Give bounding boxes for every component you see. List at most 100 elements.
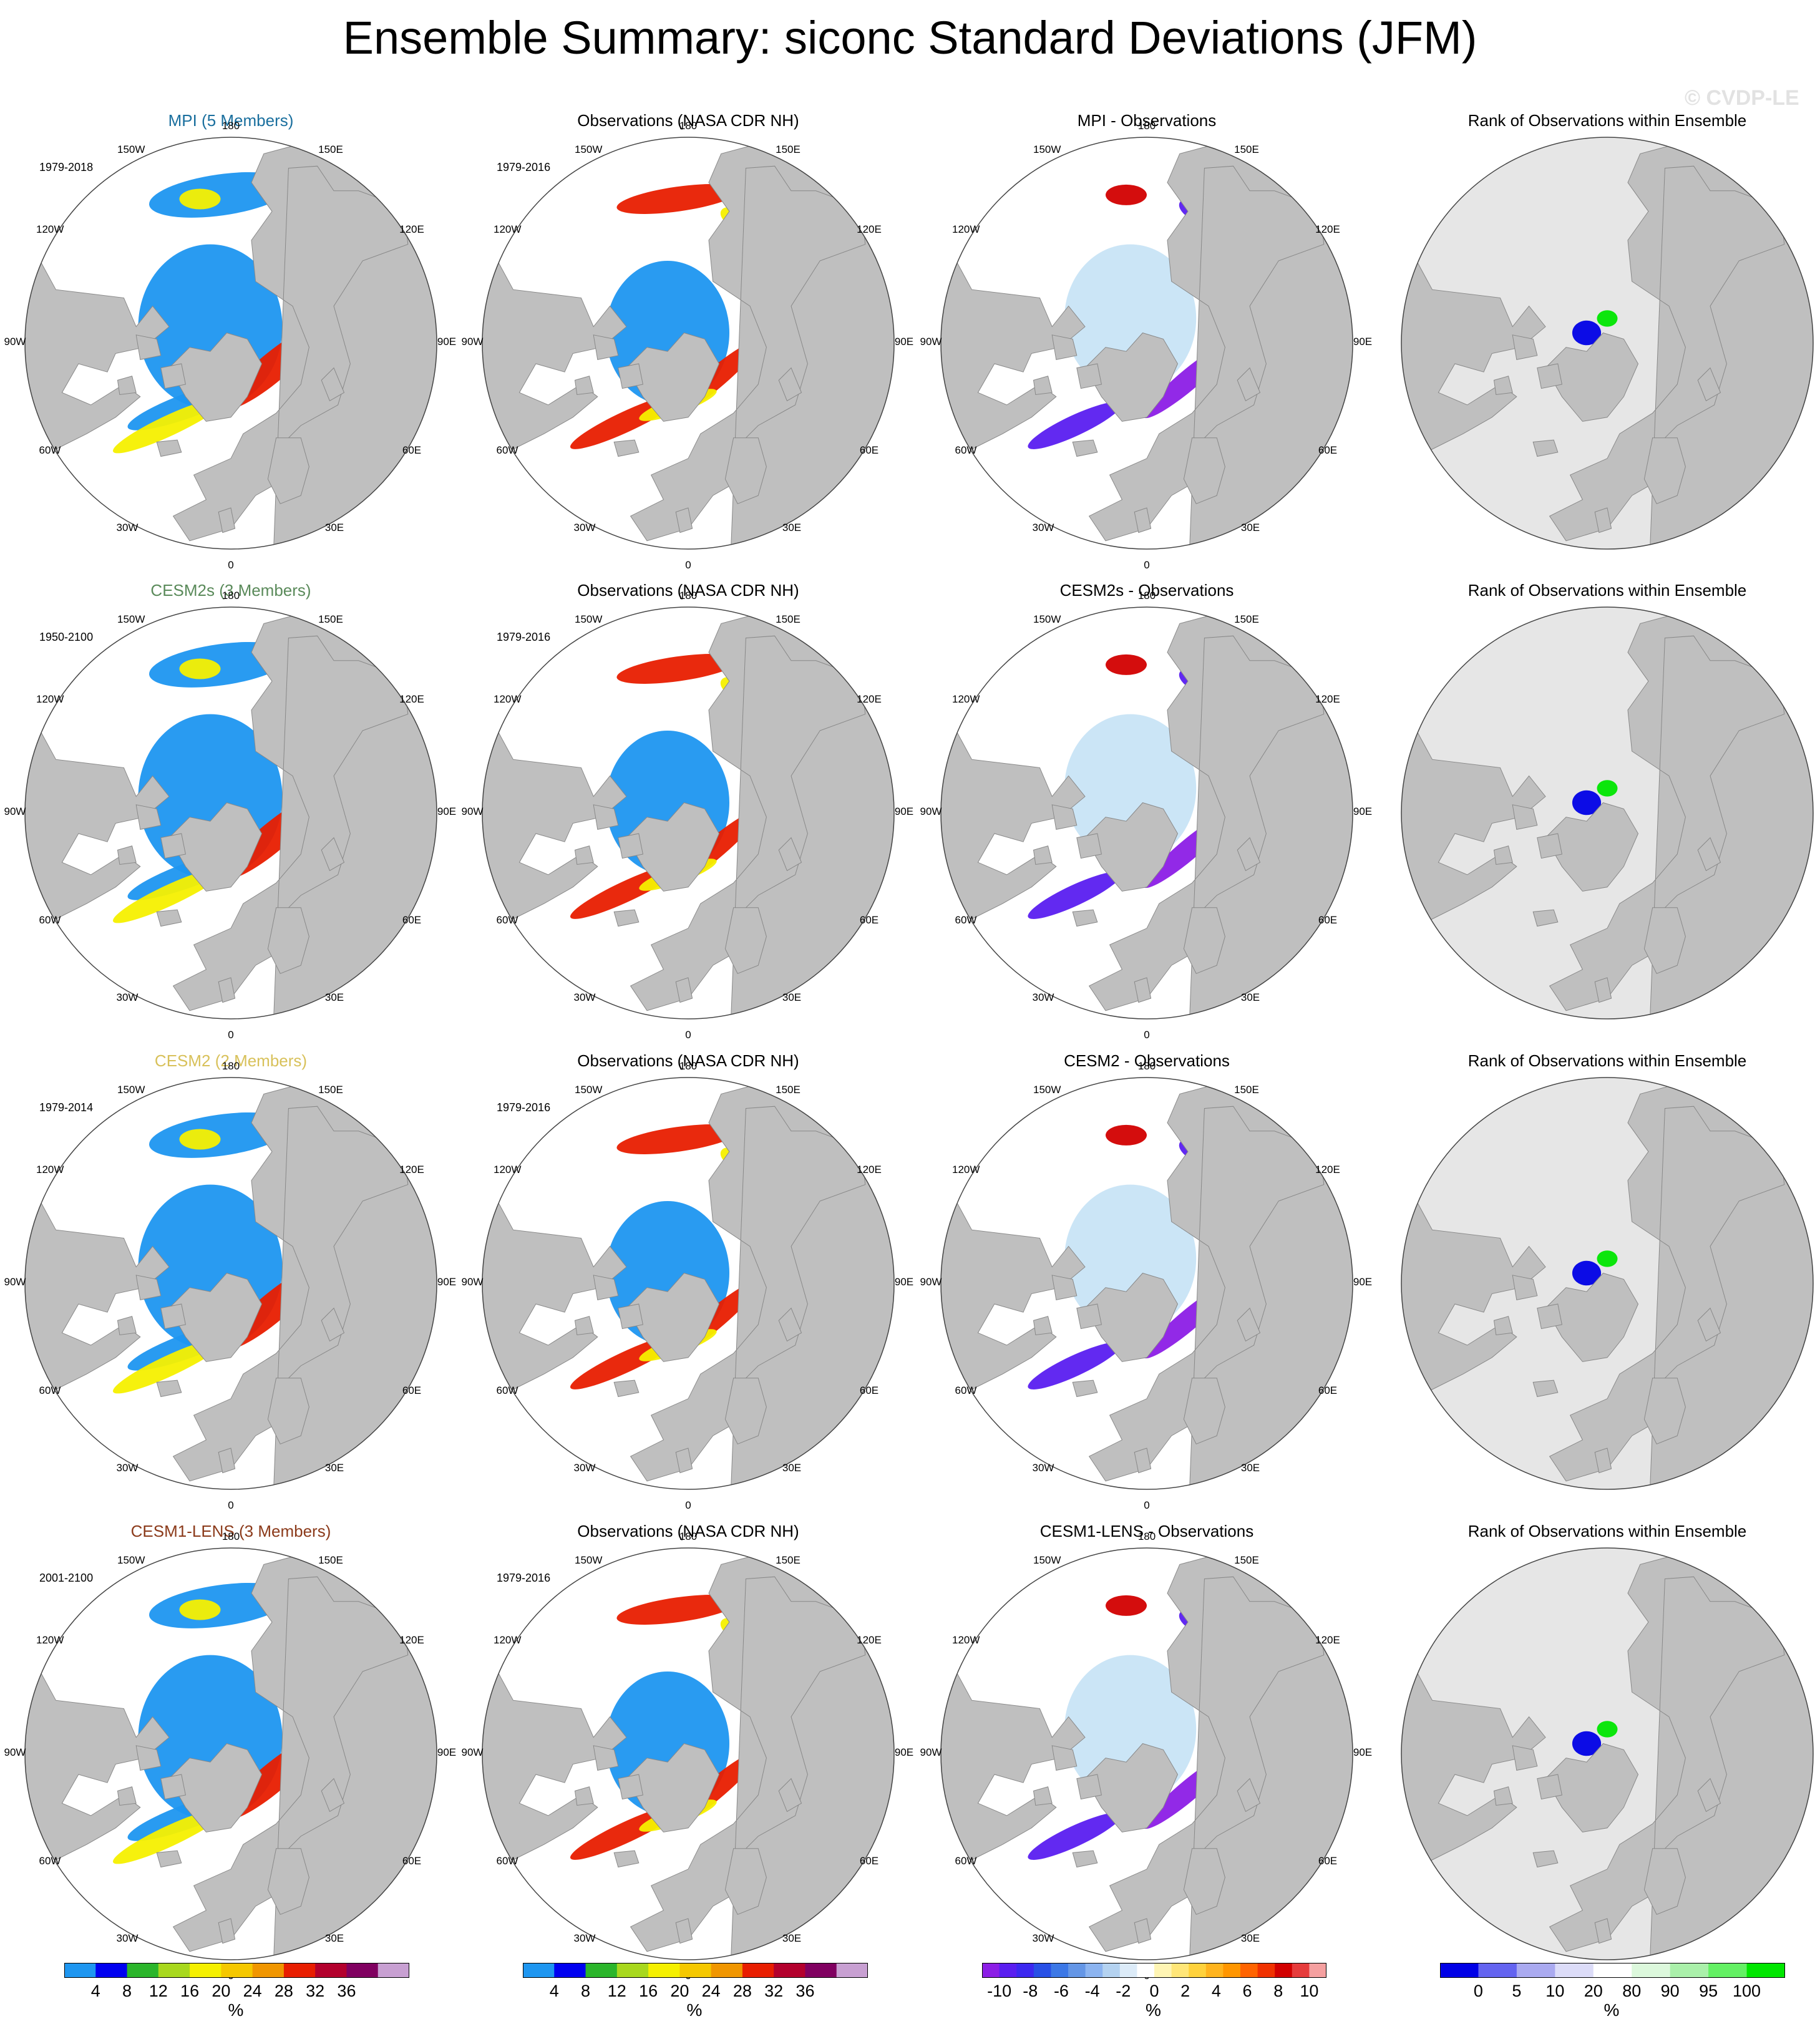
colorbar-swatch bbox=[1223, 1963, 1241, 1978]
longitude-label: 120E bbox=[399, 693, 424, 705]
longitude-label: 120W bbox=[952, 1164, 980, 1175]
colorbar-swatch bbox=[585, 1963, 618, 1978]
longitude-label: 180 bbox=[679, 120, 698, 132]
colorbar-tick-label: 8 bbox=[1273, 1982, 1283, 2000]
sea-ice-field bbox=[1597, 1721, 1618, 1738]
land-arch1 bbox=[593, 334, 619, 360]
panel-title-model: CESM2s (3 Members) bbox=[150, 581, 311, 600]
land-arch2 bbox=[618, 833, 643, 859]
land-arch1 bbox=[1051, 334, 1078, 360]
land-novaya bbox=[778, 1307, 802, 1342]
longitude-label: 60W bbox=[39, 1855, 61, 1867]
colorbar-swatch bbox=[158, 1963, 190, 1978]
longitude-label: 60E bbox=[859, 914, 879, 926]
colorbar-swatch bbox=[1440, 1963, 1479, 1978]
colorbar-stddev bbox=[64, 1963, 409, 1978]
longitude-label: 150W bbox=[575, 144, 603, 155]
colorbar-swatch bbox=[805, 1963, 837, 1978]
land-iceland bbox=[156, 909, 182, 927]
map-boundary bbox=[24, 606, 437, 1019]
colorbar-swatch bbox=[95, 1963, 128, 1978]
land-greenland bbox=[1545, 1272, 1639, 1362]
sea-ice-field bbox=[616, 1124, 739, 1154]
longitude-label: 120W bbox=[952, 223, 980, 235]
longitude-label: 150W bbox=[575, 613, 603, 625]
colorbar-swatch bbox=[616, 1963, 649, 1978]
longitude-label: 60E bbox=[402, 1384, 422, 1396]
land-novaya bbox=[321, 367, 345, 402]
land-novaya bbox=[1697, 367, 1721, 402]
longitude-label: 180 bbox=[1137, 120, 1156, 132]
longitude-label: 120E bbox=[857, 1634, 882, 1646]
colorbar-swatch bbox=[1051, 1963, 1069, 1978]
polar-map-model bbox=[24, 606, 437, 1019]
longitude-label: 150W bbox=[1033, 613, 1061, 625]
longitude-label: 180 bbox=[679, 1060, 698, 1072]
land-uk bbox=[1594, 977, 1612, 1003]
longitude-label: 90W bbox=[4, 1276, 26, 1288]
longitude-label: 0 bbox=[685, 559, 691, 571]
land-scandinavia bbox=[1183, 1378, 1225, 1445]
longitude-label: 90W bbox=[461, 336, 484, 348]
land-arch3 bbox=[117, 1316, 137, 1336]
map-boundary bbox=[482, 1547, 895, 1960]
longitude-label: 90W bbox=[461, 1746, 484, 1758]
sea-ice-field bbox=[113, 397, 225, 454]
colorbar-swatch bbox=[1137, 1963, 1155, 1978]
longitude-label: 90W bbox=[461, 1276, 484, 1288]
land-arch2 bbox=[1537, 363, 1562, 389]
panel-title-obs: Observations (NASA CDR NH) bbox=[577, 1051, 799, 1070]
colorbar-swatch bbox=[1309, 1963, 1326, 1978]
land-arch2 bbox=[618, 1303, 643, 1330]
land-arch2 bbox=[1537, 1774, 1562, 1800]
sea-ice-field bbox=[616, 1595, 739, 1625]
colorbar-tick-label: 10 bbox=[1300, 1982, 1319, 2000]
panel-title-diff: CESM2 - Observations bbox=[1064, 1051, 1230, 1070]
period-label: 1979-2016 bbox=[497, 631, 551, 643]
land-uk bbox=[675, 1448, 693, 1474]
longitude-label: 150W bbox=[117, 1084, 145, 1096]
land-uk bbox=[1134, 1918, 1152, 1944]
polar-map-rank bbox=[1401, 1547, 1814, 1960]
colorbar-swatch bbox=[1746, 1963, 1785, 1978]
land-greenland bbox=[1084, 332, 1179, 422]
colorbar-tick-label: 32 bbox=[764, 1982, 784, 2000]
longitude-label: 60W bbox=[955, 1855, 977, 1867]
colorbar-swatch bbox=[1593, 1963, 1632, 1978]
land-arch1 bbox=[593, 1745, 619, 1771]
longitude-label: 150E bbox=[318, 613, 343, 625]
longitude-label: 60E bbox=[1318, 1384, 1338, 1396]
panel-title-obs: Observations (NASA CDR NH) bbox=[577, 111, 799, 130]
land-novaya bbox=[1237, 367, 1261, 402]
longitude-label: 180 bbox=[679, 590, 698, 601]
longitude-label: 60E bbox=[402, 1855, 422, 1867]
longitude-label: 180 bbox=[221, 1060, 240, 1072]
polar-map-model bbox=[24, 137, 437, 550]
colorbar-swatch bbox=[554, 1963, 586, 1978]
colorbar-tick-label: 8 bbox=[122, 1982, 132, 2000]
land-iceland bbox=[1532, 1380, 1559, 1398]
land-novaya bbox=[1237, 1307, 1261, 1342]
colorbar-tick-label: -8 bbox=[1023, 1982, 1038, 2000]
colorbar-stddev bbox=[523, 1963, 868, 1978]
longitude-label: 120E bbox=[399, 1634, 424, 1646]
longitude-label: 0 bbox=[228, 1029, 234, 1041]
land-arch1 bbox=[593, 1275, 619, 1300]
colorbar-tick-label: 36 bbox=[337, 1982, 356, 2000]
longitude-label: 30E bbox=[782, 991, 802, 1003]
longitude-label: 90W bbox=[920, 805, 942, 817]
colorbar-swatch bbox=[377, 1963, 409, 1978]
longitude-label: 180 bbox=[221, 590, 240, 601]
longitude-label: 60W bbox=[39, 444, 61, 456]
longitude-label: 30E bbox=[324, 1462, 344, 1474]
panel-title-rank: Rank of Observations within Ensemble bbox=[1467, 1522, 1747, 1540]
longitude-label: 60E bbox=[859, 1855, 879, 1867]
longitude-label: 150E bbox=[318, 1084, 343, 1096]
longitude-label: 150E bbox=[318, 144, 343, 155]
land-arch3 bbox=[1033, 845, 1053, 865]
longitude-label: 30W bbox=[116, 522, 139, 533]
figure-title: Ensemble Summary: siconc Standard Deviat… bbox=[343, 12, 1477, 64]
land-greenland bbox=[1084, 1743, 1179, 1832]
longitude-label: 60W bbox=[39, 1384, 61, 1396]
longitude-label: 30W bbox=[1032, 1462, 1054, 1474]
